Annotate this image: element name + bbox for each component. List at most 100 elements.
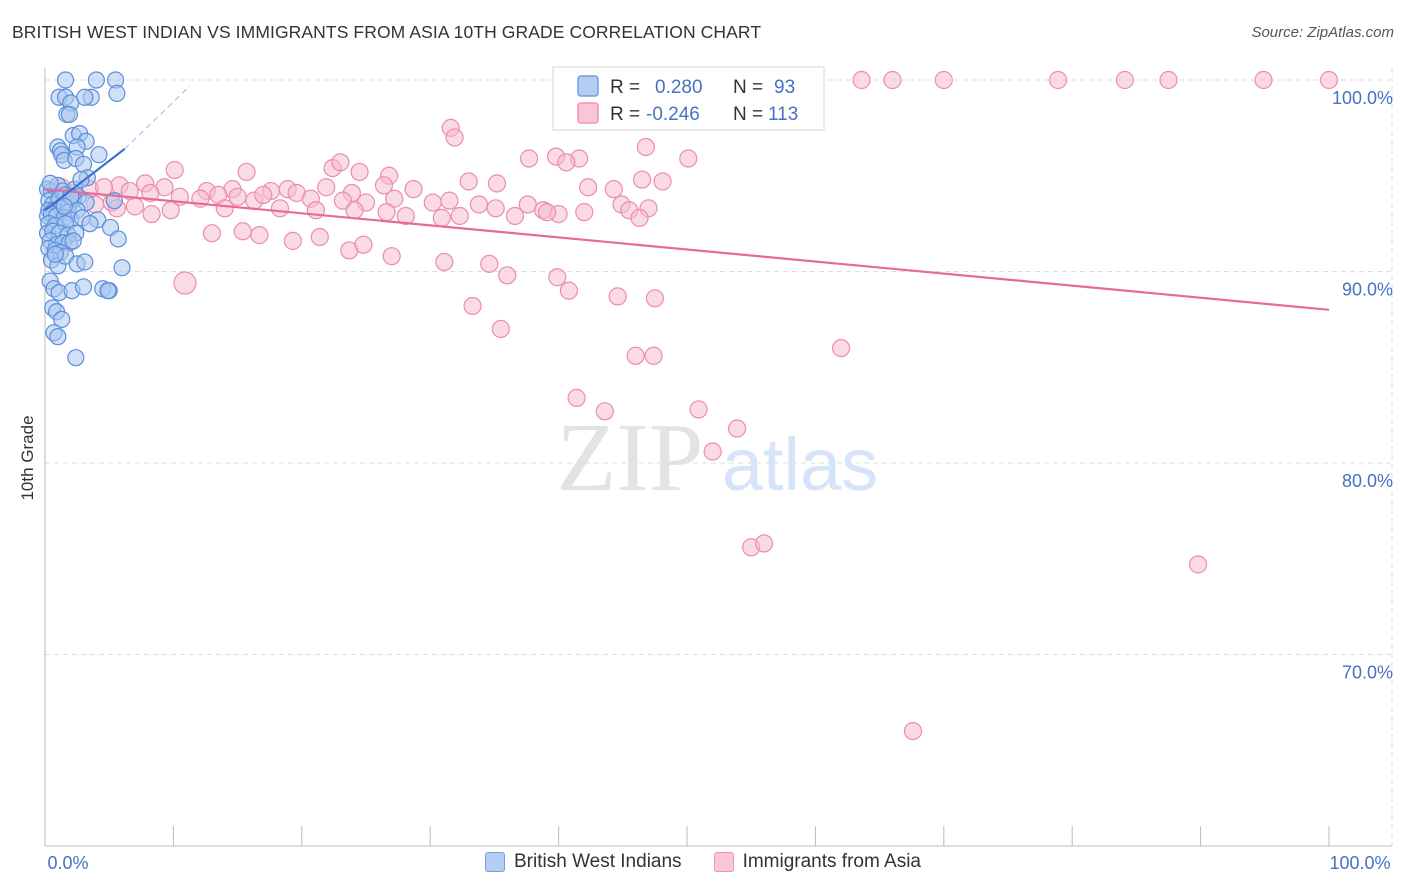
point-british-west-indians (72, 170, 90, 189)
point-immigrants-from-asia (445, 128, 464, 147)
chart-title: BRITISH WEST INDIAN VS IMMIGRANTS FROM A… (12, 22, 762, 42)
point-immigrants-from-asia (440, 191, 459, 210)
point-immigrants-from-asia (350, 162, 369, 182)
point-immigrants-from-asia (595, 402, 614, 421)
legend-r-label-2: R = (610, 104, 640, 125)
point-immigrants-from-asia (233, 222, 252, 241)
legend-r-label-1: R = (610, 77, 640, 98)
point-immigrants-from-asia (653, 172, 672, 191)
point-immigrants-from-asia (630, 208, 649, 227)
point-immigrants-from-asia (165, 160, 184, 180)
point-british-west-indians (90, 146, 108, 164)
point-immigrants-from-asia (1254, 70, 1273, 90)
point-immigrants-from-asia (579, 178, 598, 197)
point-british-west-indians (56, 71, 75, 89)
point-british-west-indians (49, 328, 67, 346)
point-immigrants-from-asia (604, 180, 623, 199)
point-immigrants-from-asia (852, 70, 871, 90)
point-immigrants-from-asia (142, 204, 161, 224)
point-immigrants-from-asia (317, 178, 336, 197)
legend-n-value-2: 113 (768, 104, 798, 125)
point-immigrants-from-asia (644, 346, 663, 365)
point-immigrants-from-asia (727, 419, 747, 438)
point-immigrants-from-asia (883, 70, 902, 90)
legend-label-immigrants-from-asia: Immigrants from Asia (742, 851, 921, 872)
point-immigrants-from-asia (491, 319, 510, 339)
bottom-legend: British West Indians Immigrants from Asi… (0, 851, 1406, 873)
trend-line-extension-british-west-indians (124, 85, 191, 150)
point-immigrants-from-asia (215, 199, 234, 218)
legend-n-label-1: N = (733, 77, 763, 98)
point-immigrants-from-asia (1115, 70, 1134, 90)
point-immigrants-from-asia (567, 388, 586, 407)
point-british-west-indians (113, 259, 131, 277)
point-british-west-indians (55, 197, 73, 215)
point-immigrants-from-asia (608, 287, 627, 306)
legend-r-value-1: 0.280 (655, 77, 703, 98)
x-tick-label-max: 100.0% (1329, 853, 1390, 873)
legend-r-value-2: -0.246 (646, 104, 700, 125)
point-british-west-indians (81, 215, 99, 233)
series-british-west-indians (38, 71, 131, 367)
point-immigrants-from-asia (331, 153, 350, 172)
point-british-west-indians (87, 71, 105, 89)
point-immigrants-from-asia (487, 174, 507, 193)
y-tick-label: 80.0% (1342, 471, 1393, 491)
point-immigrants-from-asia (450, 206, 469, 226)
point-immigrants-from-asia (161, 201, 180, 220)
point-british-west-indians (74, 278, 93, 296)
point-immigrants-from-asia (404, 180, 423, 199)
watermark-atlas: atlas (722, 423, 878, 506)
point-immigrants-from-asia (1188, 555, 1208, 574)
point-immigrants-from-asia (632, 170, 652, 189)
watermark-zip: ZIP (557, 404, 704, 512)
point-immigrants-from-asia (254, 185, 273, 204)
point-british-west-indians (108, 84, 126, 103)
point-immigrants-from-asia (385, 189, 404, 208)
point-immigrants-from-asia (459, 172, 478, 191)
legend-box-blue-swatch (577, 75, 599, 97)
point-british-west-indians (76, 253, 94, 271)
point-immigrants-from-asia (1319, 70, 1339, 90)
point-immigrants-from-asia (1048, 70, 1068, 90)
y-axis-label: 10th Grade (18, 415, 37, 500)
point-immigrants-from-asia (703, 442, 722, 461)
point-british-west-indians (109, 230, 127, 248)
legend-label-british-west-indians: British West Indians (514, 851, 682, 872)
point-immigrants-from-asia (689, 400, 708, 419)
source-label: Source: ZipAtlas.com (1251, 24, 1394, 41)
point-immigrants-from-asia (903, 721, 923, 741)
grid-lines (45, 68, 1393, 846)
legend-swatch-blue (485, 852, 505, 872)
legend-box-pink-swatch (577, 102, 599, 124)
x-tick-label-min: 0.0% (47, 853, 88, 873)
point-immigrants-from-asia (141, 183, 160, 203)
point-immigrants-from-asia (435, 252, 454, 272)
point-immigrants-from-asia (498, 266, 517, 285)
point-immigrants-from-asia (270, 199, 290, 218)
point-immigrants-from-asia (377, 203, 396, 222)
point-immigrants-from-asia (559, 281, 578, 300)
point-immigrants-from-asia (250, 226, 269, 245)
axes (44, 68, 1392, 847)
point-british-west-indians (67, 349, 85, 367)
legend-swatch-pink (713, 852, 734, 872)
point-immigrants-from-asia (548, 268, 567, 287)
point-immigrants-from-asia (519, 149, 539, 168)
legend-item-british-west-indians[interactable]: British West Indians (485, 851, 682, 873)
point-british-west-indians (41, 174, 59, 193)
y-tick-label: 90.0% (1342, 280, 1393, 300)
y-tick-label: 70.0% (1342, 663, 1393, 683)
point-immigrants-from-asia (754, 534, 774, 553)
point-immigrants-from-asia (557, 153, 576, 172)
point-immigrants-from-asia (173, 271, 197, 295)
point-immigrants-from-asia (283, 231, 302, 250)
legend-item-immigrants-from-asia[interactable]: Immigrants from Asia (713, 851, 921, 873)
point-immigrants-from-asia (423, 193, 442, 212)
point-immigrants-from-asia (432, 208, 451, 227)
point-immigrants-from-asia (480, 254, 499, 273)
trend-lines (44, 85, 1330, 311)
y-tick-label: 100.0% (1332, 88, 1393, 108)
point-immigrants-from-asia (645, 289, 665, 308)
legend-n-label-2: N = (733, 104, 763, 125)
